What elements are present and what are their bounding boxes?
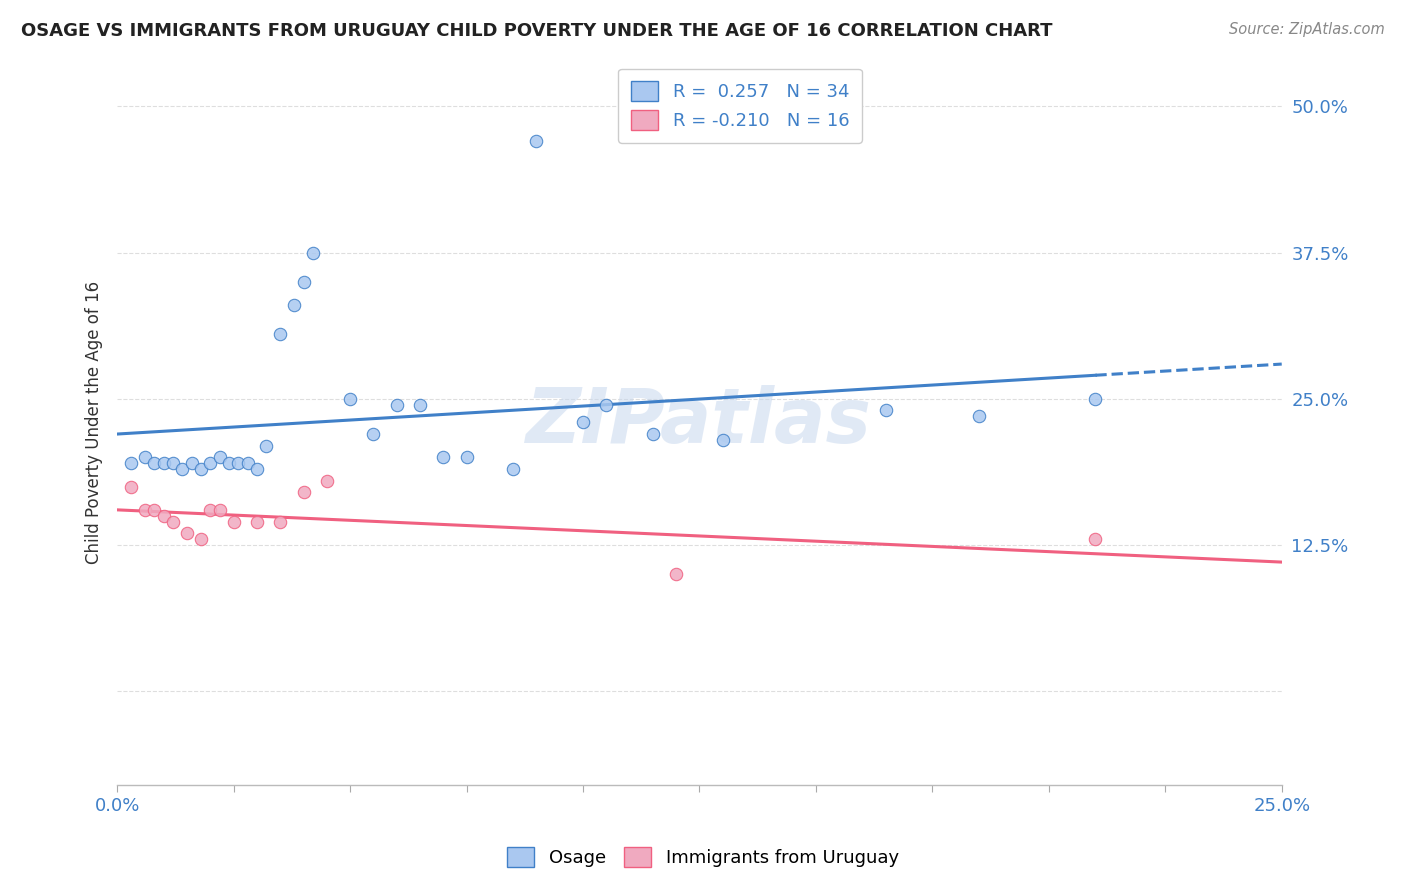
Point (162, 456, 184, 470)
Point (226, 456, 249, 470)
Point (665, 567, 688, 582)
Point (456, 450, 478, 465)
Text: OSAGE VS IMMIGRANTS FROM URUGUAY CHILD POVERTY UNDER THE AGE OF 16 CORRELATION C: OSAGE VS IMMIGRANTS FROM URUGUAY CHILD P… (21, 22, 1053, 40)
Point (208, 503, 231, 517)
Point (595, 398, 617, 412)
Point (190, 462, 212, 476)
Point (162, 515, 184, 529)
Point (385, 398, 408, 412)
Point (143, 503, 166, 517)
Point (180, 456, 202, 470)
Point (432, 450, 454, 465)
Point (200, 456, 222, 470)
Point (315, 474, 337, 488)
Point (363, 426, 385, 441)
Point (1084, 532, 1107, 546)
Point (641, 426, 664, 441)
Point (218, 456, 240, 470)
Legend: Osage, Immigrants from Uruguay: Osage, Immigrants from Uruguay (501, 839, 905, 874)
Point (246, 515, 269, 529)
Legend: R =  0.257   N = 34, R = -0.210   N = 16: R = 0.257 N = 34, R = -0.210 N = 16 (619, 69, 862, 143)
Point (120, 456, 142, 470)
Point (143, 456, 166, 470)
Text: ZIPatlas: ZIPatlas (526, 385, 873, 459)
Point (967, 409, 990, 424)
Point (236, 456, 259, 470)
Point (409, 398, 432, 412)
Point (339, 392, 361, 406)
Point (292, 485, 315, 500)
Point (875, 403, 897, 417)
Point (134, 503, 156, 517)
Y-axis label: Child Poverty Under the Age of 16: Child Poverty Under the Age of 16 (86, 281, 103, 564)
Point (152, 508, 174, 523)
Point (222, 515, 245, 529)
Point (292, 275, 315, 289)
Point (301, 245, 323, 260)
Point (120, 479, 142, 493)
Point (269, 327, 291, 342)
Point (246, 462, 269, 476)
Point (254, 439, 277, 453)
Point (502, 462, 524, 476)
Point (572, 415, 595, 429)
Point (1084, 392, 1107, 406)
Point (711, 433, 734, 447)
Point (172, 462, 194, 476)
Text: Source: ZipAtlas.com: Source: ZipAtlas.com (1229, 22, 1385, 37)
Point (200, 503, 222, 517)
Point (152, 456, 174, 470)
Point (526, 135, 548, 149)
Point (134, 450, 156, 465)
Point (190, 532, 212, 546)
Point (208, 450, 231, 465)
Point (269, 515, 291, 529)
Point (176, 526, 198, 541)
Point (283, 298, 305, 312)
